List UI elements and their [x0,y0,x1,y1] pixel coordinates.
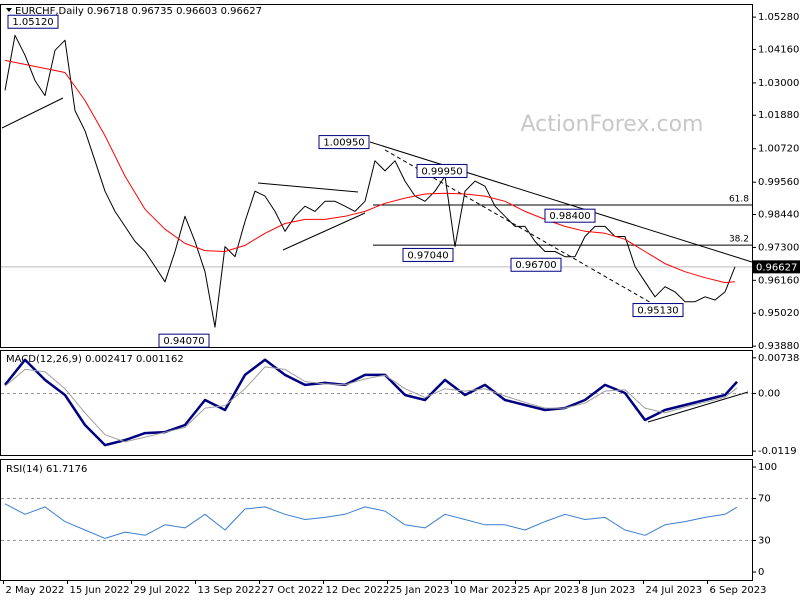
x-tick-label: 24 Jul 2023 [646,585,703,596]
y-tick-label: 0.007384 [758,353,800,364]
y-tick-label: 30 [758,536,771,547]
menu-arrow [6,8,12,12]
y-tick-label: 0.99560 [758,177,799,188]
price-label: 0.95130 [637,306,678,317]
y-tick-label: 70 [758,494,771,505]
x-tick-label: 25 Apr 2023 [518,585,580,596]
trend-line [257,182,359,193]
price-panel [0,4,753,348]
y-tick-label: 1.05280 [758,12,799,23]
watermark: ActionForex.com [521,112,704,137]
y-tick-label: 0.00 [758,389,780,400]
price-label-box [510,257,562,272]
last-price-box [753,260,800,274]
price-label-box [416,163,468,178]
x-tick-label: 6 Sep 2023 [710,585,767,596]
price-label: 0.98400 [549,211,590,222]
y-tick-label: 0.95020 [758,308,799,319]
y-tick-label: 1.01880 [758,110,799,121]
trend-line [282,212,366,251]
price-label-box [632,303,684,318]
y-tick-label: 100 [758,462,777,473]
series-line [4,59,736,284]
x-tick-label: 25 Jan 2023 [390,585,450,596]
series-line [4,358,738,447]
x-tick-label: 15 Jun 2022 [70,585,130,596]
x-tick-label: 8 Jun 2023 [582,585,636,596]
rsi-panel [0,459,753,581]
y-tick-label: 0.98440 [758,210,799,221]
y-tick-label: 1.00720 [758,144,799,155]
x-tick-label: 12 Dec 2022 [326,585,390,596]
series-line [4,366,738,443]
price-label: 0.96700 [515,260,556,271]
y-tick-label: 1.04160 [758,44,799,55]
x-tick-label: 29 Jul 2022 [134,585,191,596]
series-line [4,503,738,539]
chart-title: EURCHF,Daily 0.96718 0.96735 0.96603 0.9… [15,6,262,17]
macd-panel [0,350,753,456]
y-tick-label: 0.97300 [758,242,799,253]
last-price-label: 0.96627 [756,262,797,273]
price-label-box [402,247,454,262]
price-label-box [544,208,596,223]
y-tick-label: 0.96160 [758,275,799,286]
price-label: 1.05120 [12,17,53,28]
fib-label: 61.8 [729,195,749,205]
series-line [4,34,736,328]
fib-label: 38.2 [729,235,749,245]
macd-title: MACD(12,26,9) 0.002417 0.001162 [6,354,184,365]
y-tick-label: -0.0119 [758,446,797,457]
x-tick-label: 10 Mar 2023 [454,585,517,596]
price-label: 0.94070 [163,336,204,347]
trend-line [647,391,749,423]
price-label: 0.97040 [407,250,448,261]
price-label-box [158,333,210,348]
y-tick-label: 0 [758,567,764,578]
price-label: 1.00950 [323,138,364,149]
price-label: 0.99950 [421,166,462,177]
y-tick-label: 1.03000 [758,78,799,89]
x-tick-label: 13 Sep 2022 [198,585,261,596]
trend-line [369,141,753,263]
x-tick-label: 27 Oct 2022 [262,585,324,596]
price-label-box [318,135,370,150]
y-tick-label: 0.93880 [758,341,799,352]
x-tick-label: 2 May 2022 [6,585,65,596]
price-label-box [7,14,59,29]
trend-line [1,97,64,129]
rsi-title: RSI(14) 61.7176 [6,464,87,475]
